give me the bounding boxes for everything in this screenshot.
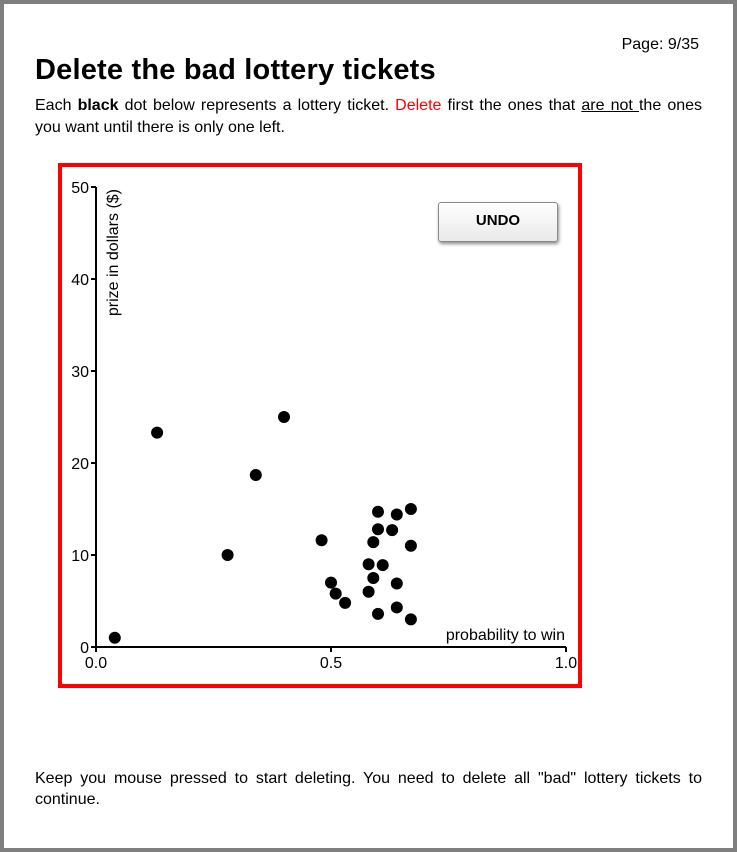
scatter-chart[interactable]: 0 10 20 30 40 50 0.0 0.5 1.0 probability to win pr… [62, 167, 578, 684]
instructions-delete-word: Delete [395, 97, 442, 114]
lottery-ticket-dot[interactable] [339, 596, 352, 609]
lottery-ticket-dot[interactable] [372, 505, 384, 518]
lottery-ticket-dot[interactable] [151, 426, 164, 439]
lottery-ticket-dot[interactable] [329, 587, 342, 600]
lottery-ticket-dot[interactable] [367, 536, 380, 549]
chart-area[interactable]: 0 10 20 30 40 50 0.0 0.5 1.0 probability to win pr… [58, 163, 582, 688]
lottery-ticket-dot[interactable] [372, 607, 384, 620]
instructions-text-1: Each [35, 97, 78, 114]
instructions-underlined: are not [581, 97, 639, 114]
lottery-ticket-dot[interactable] [249, 468, 262, 481]
y-tick-label: 0 [80, 640, 89, 657]
y-tick-label: 40 [71, 272, 89, 289]
undo-button[interactable]: UNDO [438, 202, 558, 242]
lottery-ticket-dot[interactable] [386, 524, 399, 537]
instructions-bold-word: black [77, 97, 119, 114]
lottery-ticket-dot[interactable] [376, 559, 389, 572]
y-tick-label: 10 [71, 548, 89, 565]
lottery-ticket-dot[interactable] [315, 534, 328, 547]
lottery-ticket-dot[interactable] [362, 558, 375, 571]
x-tick-label: 1.0 [555, 655, 577, 672]
lottery-ticket-dot[interactable] [362, 585, 375, 598]
y-axis-label: prize in dollars ($) [105, 189, 122, 316]
lottery-ticket-dot[interactable] [390, 577, 403, 590]
y-tick-label: 20 [71, 456, 89, 473]
lottery-ticket-dot[interactable] [367, 572, 380, 584]
lottery-ticket-dot[interactable] [404, 613, 417, 626]
lottery-ticket-dot[interactable] [108, 631, 121, 644]
lottery-ticket-dot[interactable] [372, 523, 384, 536]
footer-instructions: Keep you mouse pressed to start deleting… [35, 770, 702, 808]
lottery-ticket-dot[interactable] [390, 601, 403, 614]
lottery-ticket-dot[interactable] [325, 576, 337, 589]
lottery-ticket-dot[interactable] [404, 539, 417, 552]
instructions-text-3: first the ones that [441, 97, 582, 114]
instructions-text-2: dot below represents a lottery ticket. [118, 97, 396, 114]
lottery-ticket-dot[interactable] [221, 549, 234, 561]
x-tick-label: 0.5 [320, 655, 342, 672]
x-tick-label: 0.0 [85, 655, 107, 672]
y-tick-label: 30 [71, 364, 89, 381]
instructions-text-4: the ones you want until there is only on… [35, 97, 703, 136]
y-tick-label: 50 [71, 180, 89, 197]
lottery-ticket-dot[interactable] [390, 508, 403, 521]
instructions: Each black dot below represents a lotter… [35, 95, 702, 139]
page-title: Delete the bad lottery tickets [35, 54, 436, 86]
lottery-ticket-dot[interactable] [404, 503, 417, 515]
x-axis-label: probability to win [446, 627, 565, 644]
page-number: Page: 9/35 [621, 36, 699, 53]
lottery-ticket-dot[interactable] [278, 411, 290, 423]
